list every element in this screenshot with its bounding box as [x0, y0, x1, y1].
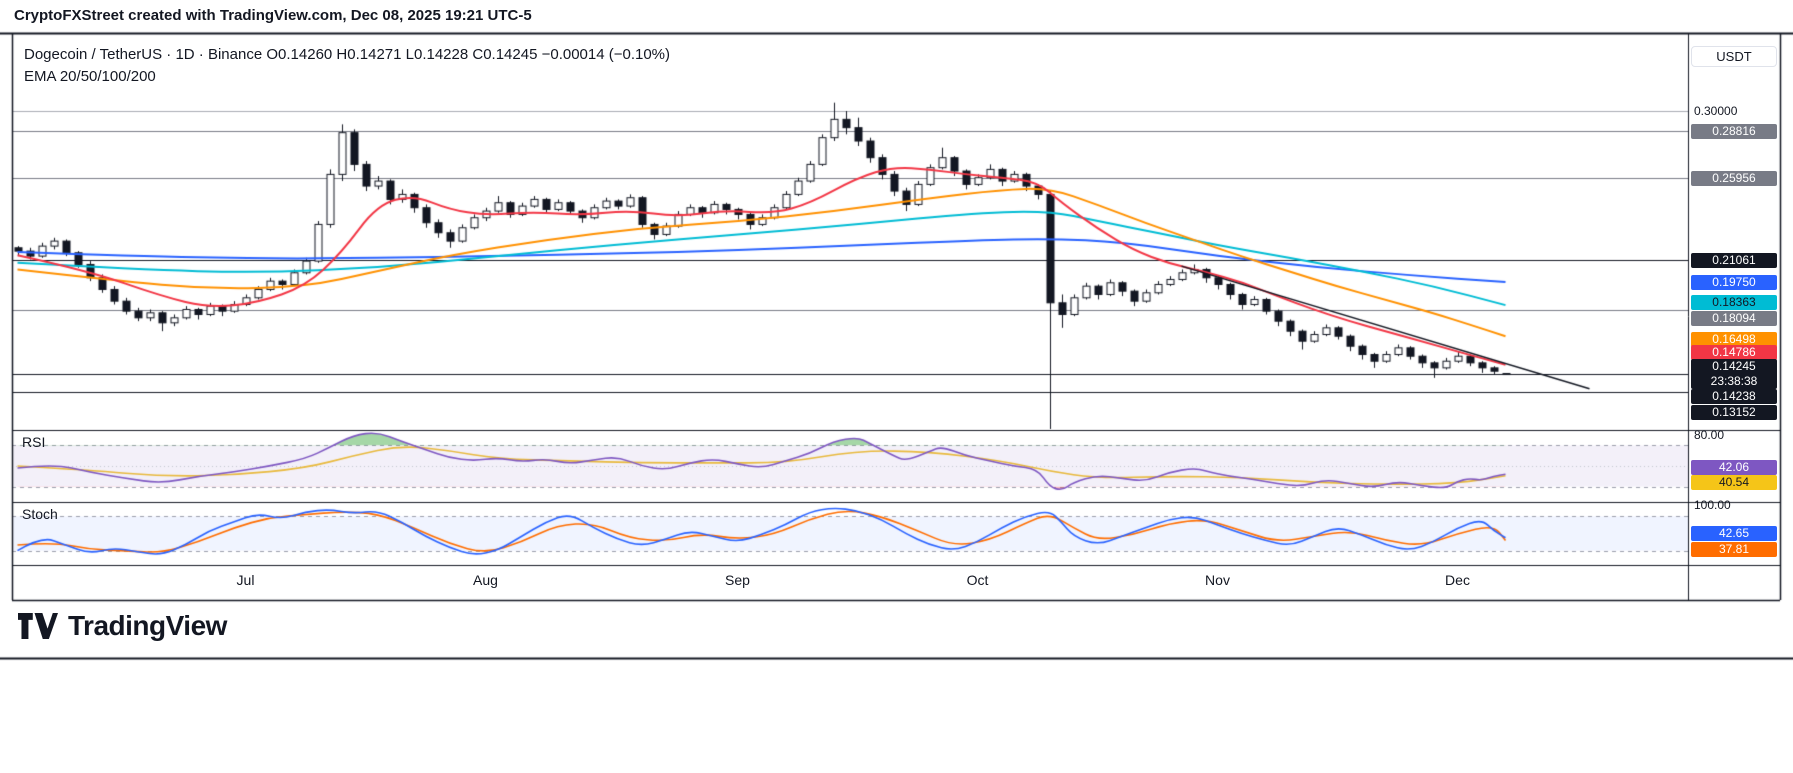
stoch-badge-42.65: 42.65 [1691, 525, 1777, 541]
price-badge-0.14786: 0.14786 [1691, 344, 1777, 360]
time-axis-label-jul: Jul [236, 572, 255, 588]
price-badge-0.14238: 0.14238 [1691, 388, 1777, 404]
tradingview-logo-icon [18, 612, 58, 640]
chart-legend: Dogecoin / TetherUS · 1D · Binance O0.14… [24, 44, 670, 88]
price-badge-0.16498: 0.16498 [1691, 331, 1777, 347]
badge-value: 0.14786 [1712, 344, 1756, 359]
badge-value: 37.81 [1718, 541, 1750, 556]
badge-value: 0.16498 [1712, 331, 1756, 346]
bar-close-countdown: 23:38:38 [1710, 374, 1758, 388]
price-badge-0.18094: 0.18094 [1691, 310, 1777, 326]
rsi-label: RSI [22, 434, 46, 450]
ohlc-values: O0.14260 H0.14271 L0.14228 C0.14245 −0.0… [266, 46, 671, 63]
badge-value: 0.21061 [1712, 252, 1756, 267]
ema-legend: EMA 20/50/100/200 [24, 68, 156, 85]
badge-value: 0.28816 [1712, 123, 1756, 138]
time-axis-label-sep: Sep [725, 572, 750, 588]
badge-value: 0.18094 [1712, 310, 1756, 325]
attribution: CryptoFXStreet created with TradingView.… [14, 7, 532, 24]
rsi-tick-80: 80.00 [1694, 428, 1725, 442]
stoch-label: Stoch [22, 506, 58, 522]
time-axis-label-aug: Aug [473, 572, 498, 588]
stoch-tick-100: 100.00 [1694, 498, 1731, 512]
badge-value: 0.14238 [1712, 388, 1756, 403]
tradingview-logo[interactable]: TradingView [18, 608, 227, 644]
logo-wordmark: TradingView [68, 610, 227, 641]
time-axis-label-dec: Dec [1445, 572, 1470, 588]
badge-value: 40.54 [1718, 474, 1750, 489]
badge-value: 0.14245 [1712, 359, 1756, 373]
symbol-title: Dogecoin / TetherUS · 1D · Binance [24, 46, 263, 63]
badge-value: 0.19750 [1712, 274, 1756, 289]
time-axis-label-oct: Oct [966, 572, 989, 588]
stoch-badge-37.81: 37.81 [1691, 541, 1777, 557]
price-badge-0.14245: 0.14245 23:38:38 [1691, 359, 1777, 389]
price-badge-0.19750: 0.19750 [1691, 274, 1777, 290]
rsi-badge-40.54: 40.54 [1691, 474, 1777, 490]
price-tick-030000: 0.30000 [1694, 104, 1738, 118]
badge-value: 0.13152 [1712, 404, 1756, 419]
rsi-badge-42.06: 42.06 [1691, 459, 1777, 475]
currency-label: USDT [1691, 46, 1777, 67]
price-badge-0.13152: 0.13152 [1691, 404, 1777, 420]
badge-value: 42.06 [1718, 459, 1750, 474]
badge-value: 0.18363 [1712, 294, 1756, 309]
price-badge-0.28816: 0.28816 [1691, 123, 1777, 139]
price-badge-0.21061: 0.21061 [1691, 252, 1777, 268]
badge-value: 0.25956 [1712, 170, 1756, 185]
badge-value: 42.65 [1718, 525, 1750, 540]
price-badge-0.18363: 0.18363 [1691, 294, 1777, 310]
time-axis-label-nov: Nov [1205, 572, 1230, 588]
price-badge-0.25956: 0.25956 [1691, 170, 1777, 186]
